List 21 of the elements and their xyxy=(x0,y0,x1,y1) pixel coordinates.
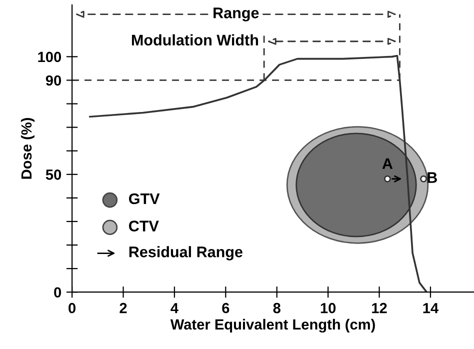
y-tick-label: 0 xyxy=(54,287,62,298)
annotation: Range xyxy=(214,8,259,22)
x-tick-label: 10 xyxy=(320,302,336,314)
annotation: Residual Range xyxy=(129,246,242,260)
y-tick-label: 90 xyxy=(46,75,62,86)
x-tick-label: 14 xyxy=(423,303,439,314)
annotation: CTV xyxy=(129,220,159,232)
x-axis-title: Water Equivalent Length (cm) xyxy=(170,318,375,333)
annotation: Modulation Width xyxy=(132,34,258,46)
x-tick-label: 0 xyxy=(68,302,76,314)
x-tick-label: 12 xyxy=(372,302,387,314)
x-tick-label: 2 xyxy=(120,302,127,314)
x-tick-label: 6 xyxy=(222,302,230,314)
y-tick-label: 100 xyxy=(38,52,62,62)
annotation: GTV xyxy=(129,193,160,204)
annotation: B xyxy=(428,172,437,183)
annotation: A xyxy=(382,158,393,169)
x-tick-label: 4 xyxy=(170,303,178,314)
y-axis-title: Dose (%) xyxy=(20,118,35,179)
y-tick-label: 50 xyxy=(46,170,62,180)
x-tick-label: 8 xyxy=(273,302,280,314)
